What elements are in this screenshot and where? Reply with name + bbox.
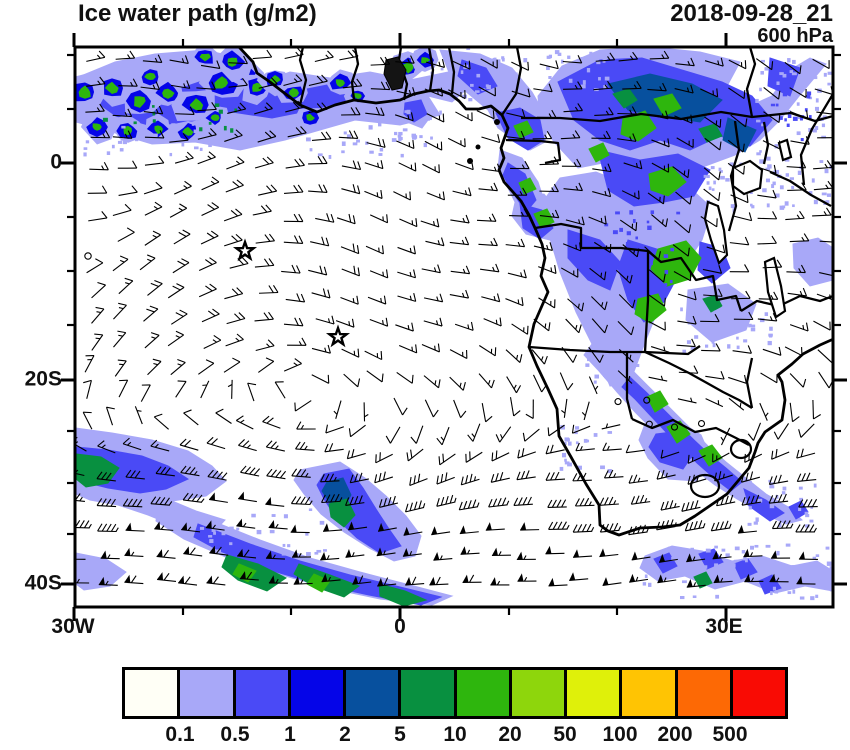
- country-border: [799, 94, 832, 186]
- x-tick-label: 30E: [705, 615, 743, 638]
- island: [475, 144, 481, 150]
- plot-datetime: 2018-09-28_21: [670, 0, 833, 27]
- star-marker: [232, 238, 258, 262]
- colorbar-cell: [622, 670, 678, 716]
- lake: [777, 138, 793, 162]
- country-border: [740, 294, 832, 312]
- colorbar-cell: [180, 670, 236, 716]
- colorbar-tick-label: 200: [657, 723, 693, 746]
- pressure-level-label: 600 hPa: [757, 25, 833, 47]
- y-tick-label: 40S: [24, 571, 62, 595]
- country-border: [298, 48, 308, 106]
- colorbar-tick-label: 10: [443, 723, 467, 746]
- colorbar-tick-label: 2: [339, 723, 351, 746]
- country-border: [534, 222, 743, 312]
- y-tick-label: 20S: [24, 367, 62, 391]
- colorbar-cell: [290, 670, 346, 716]
- lake: [731, 159, 764, 196]
- country-border: [505, 138, 562, 165]
- colorbar-cell: [235, 670, 291, 716]
- lake: [763, 256, 787, 319]
- colorbar-tick-label: 5: [394, 723, 406, 746]
- plot-frame: [73, 45, 835, 609]
- map-plot-area: [76, 48, 832, 606]
- country-border: [643, 251, 650, 353]
- country-border: [448, 48, 456, 95]
- colorbar: [122, 667, 788, 719]
- colorbar-cell: [401, 670, 457, 716]
- lake-volta: [383, 56, 407, 91]
- country-border: [350, 48, 360, 101]
- colorbar-cell: [125, 670, 181, 716]
- colorbar-cell: [346, 670, 402, 716]
- colorbar-tick-label: 1: [284, 723, 296, 746]
- star-marker: [325, 324, 351, 348]
- colorbar-tick-label: 20: [498, 723, 522, 746]
- colorbar-cell: [511, 670, 567, 716]
- island: [494, 119, 500, 125]
- x-tick-label: 0: [394, 615, 406, 638]
- x-tick-label: 30W: [51, 615, 95, 638]
- colorbar-cell: [567, 670, 623, 716]
- iwp-shading: [76, 48, 832, 606]
- colorbar-tick-label: 500: [712, 723, 748, 746]
- country-border: [745, 357, 754, 409]
- colorbar-tick-label: 100: [602, 723, 638, 746]
- colorbar-cell: [732, 670, 785, 716]
- country-border: [501, 48, 523, 116]
- colorbar-tick-label: 0.1: [165, 723, 195, 746]
- colorbar-tick-label: 50: [553, 723, 577, 746]
- lake: [703, 200, 729, 266]
- y-tick-label: 0: [50, 150, 62, 174]
- country-border: [769, 170, 832, 208]
- page-title: Ice water path (g/m2): [78, 0, 317, 27]
- colorbar-cell: [456, 670, 512, 716]
- colorbar-cell: [677, 670, 733, 716]
- country-border: [745, 48, 757, 118]
- enclave-border: [729, 438, 753, 460]
- country-border: [644, 350, 753, 409]
- axis-ticks: [61, 33, 847, 621]
- wind-barbs: [76, 48, 832, 588]
- country-border: [625, 352, 634, 420]
- colorbar-tick-label: 0.5: [220, 723, 250, 746]
- country-border: [727, 120, 741, 232]
- country-border: [631, 417, 750, 447]
- country-border: [762, 121, 770, 165]
- country-border: [428, 48, 435, 92]
- enclave-border: [689, 473, 721, 499]
